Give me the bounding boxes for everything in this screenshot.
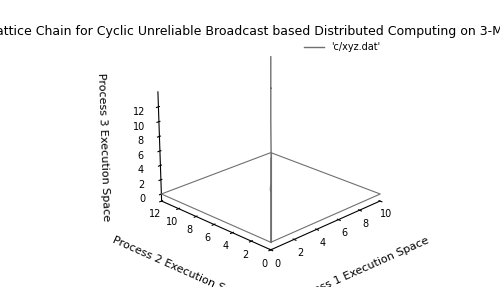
- Y-axis label: Process 2 Execution Space: Process 2 Execution Space: [111, 235, 250, 287]
- Title: Lattice Chain for Cyclic Unreliable Broadcast based Distributed Computing on 3-M: Lattice Chain for Cyclic Unreliable Broa…: [0, 25, 500, 38]
- Legend: 'c/xyz.dat': 'c/xyz.dat': [300, 38, 384, 56]
- X-axis label: Process 1 Execution Space: Process 1 Execution Space: [291, 235, 431, 287]
